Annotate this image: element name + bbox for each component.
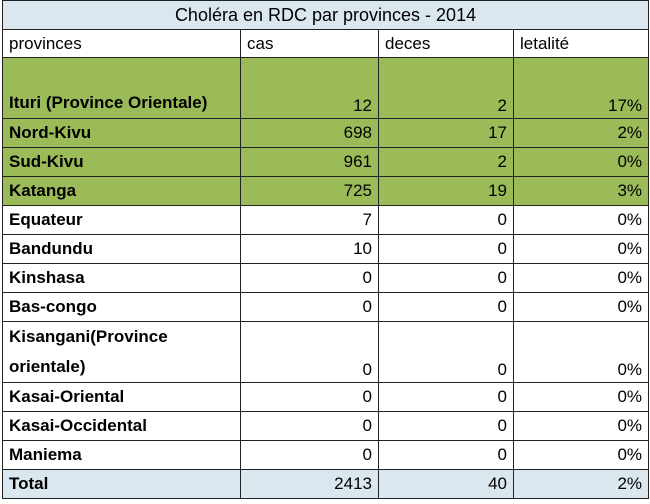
province-name: Ituri (Province Orientale) bbox=[2, 57, 241, 119]
cas-value: 7 bbox=[240, 205, 379, 235]
deces-value: 17 bbox=[378, 118, 514, 148]
letalite-value: 0% bbox=[512, 321, 650, 383]
deces-value: 0 bbox=[378, 234, 514, 264]
letalite-value: 2% bbox=[512, 118, 650, 148]
letalite-value: 0% bbox=[512, 234, 650, 264]
letalite-value: 0% bbox=[512, 440, 650, 470]
table-row: Equateur 7 0 0% bbox=[2, 205, 650, 235]
deces-value: 0 bbox=[378, 263, 514, 293]
cas-value: 0 bbox=[240, 411, 379, 441]
cas-value: 0 bbox=[240, 263, 379, 293]
letalite-value: 0% bbox=[512, 411, 650, 441]
cas-value: 698 bbox=[240, 118, 379, 148]
letalite-value: 0% bbox=[512, 147, 650, 177]
province-name: Sud-Kivu bbox=[2, 147, 241, 177]
province-name: Bas-congo bbox=[2, 292, 241, 322]
title-row: Choléra en RDC par provinces - 2014 bbox=[1, 0, 650, 30]
total-deces: 40 bbox=[378, 469, 514, 499]
cas-value: 12 bbox=[240, 57, 379, 119]
table-row: Ituri (Province Orientale) 12 2 17% bbox=[2, 57, 650, 119]
letalite-value: 17% bbox=[512, 57, 650, 119]
table-title: Choléra en RDC par provinces - 2014 bbox=[1, 0, 650, 30]
total-row: Total 2413 40 2% bbox=[2, 469, 650, 499]
header-letalite: letalité bbox=[512, 29, 650, 58]
cas-value: 961 bbox=[240, 147, 379, 177]
province-name: Bandundu bbox=[2, 234, 241, 264]
table-row: Kasai-Occidental 0 0 0% bbox=[2, 411, 650, 441]
table-row: Kisangani(Province orientale) 0 0 0% bbox=[2, 321, 650, 383]
table-row: Bandundu 10 0 0% bbox=[2, 234, 650, 264]
header-deces: deces bbox=[378, 29, 514, 58]
table-row: Kinshasa 0 0 0% bbox=[2, 263, 650, 293]
province-name: Katanga bbox=[2, 176, 241, 206]
total-cas: 2413 bbox=[240, 469, 379, 499]
province-name: Kinshasa bbox=[2, 263, 241, 293]
letalite-value: 0% bbox=[512, 292, 650, 322]
header-row: provinces cas deces letalité bbox=[2, 29, 650, 58]
cas-value: 0 bbox=[240, 321, 379, 383]
deces-value: 0 bbox=[378, 382, 514, 412]
table-row: Bas-congo 0 0 0% bbox=[2, 292, 650, 322]
letalite-value: 0% bbox=[512, 263, 650, 293]
cas-value: 725 bbox=[240, 176, 379, 206]
letalite-value: 3% bbox=[512, 176, 650, 206]
cas-value: 0 bbox=[240, 440, 379, 470]
province-name: Kasai-Occidental bbox=[2, 411, 241, 441]
total-letalite: 2% bbox=[512, 469, 650, 499]
table-row: Katanga 725 19 3% bbox=[2, 176, 650, 206]
province-name: Kasai-Oriental bbox=[2, 382, 241, 412]
deces-value: 0 bbox=[378, 292, 514, 322]
deces-value: 2 bbox=[378, 147, 514, 177]
province-name: Nord-Kivu bbox=[2, 118, 241, 148]
deces-value: 2 bbox=[378, 57, 514, 119]
letalite-value: 0% bbox=[512, 205, 650, 235]
cas-value: 0 bbox=[240, 382, 379, 412]
cas-value: 0 bbox=[240, 292, 379, 322]
table-row: Maniema 0 0 0% bbox=[2, 440, 650, 470]
header-cas: cas bbox=[240, 29, 379, 58]
province-name: Maniema bbox=[2, 440, 241, 470]
cas-value: 10 bbox=[240, 234, 379, 264]
total-label: Total bbox=[2, 469, 241, 499]
deces-value: 0 bbox=[378, 411, 514, 441]
province-name: Equateur bbox=[2, 205, 241, 235]
deces-value: 19 bbox=[378, 176, 514, 206]
deces-value: 0 bbox=[378, 321, 514, 383]
table-row: Kasai-Oriental 0 0 0% bbox=[2, 382, 650, 412]
header-provinces: provinces bbox=[2, 29, 241, 58]
table-row: Nord-Kivu 698 17 2% bbox=[2, 118, 650, 148]
table-row: Sud-Kivu 961 2 0% bbox=[2, 147, 650, 177]
deces-value: 0 bbox=[378, 440, 514, 470]
deces-value: 0 bbox=[378, 205, 514, 235]
letalite-value: 0% bbox=[512, 382, 650, 412]
province-name: Kisangani(Province orientale) bbox=[2, 321, 241, 383]
